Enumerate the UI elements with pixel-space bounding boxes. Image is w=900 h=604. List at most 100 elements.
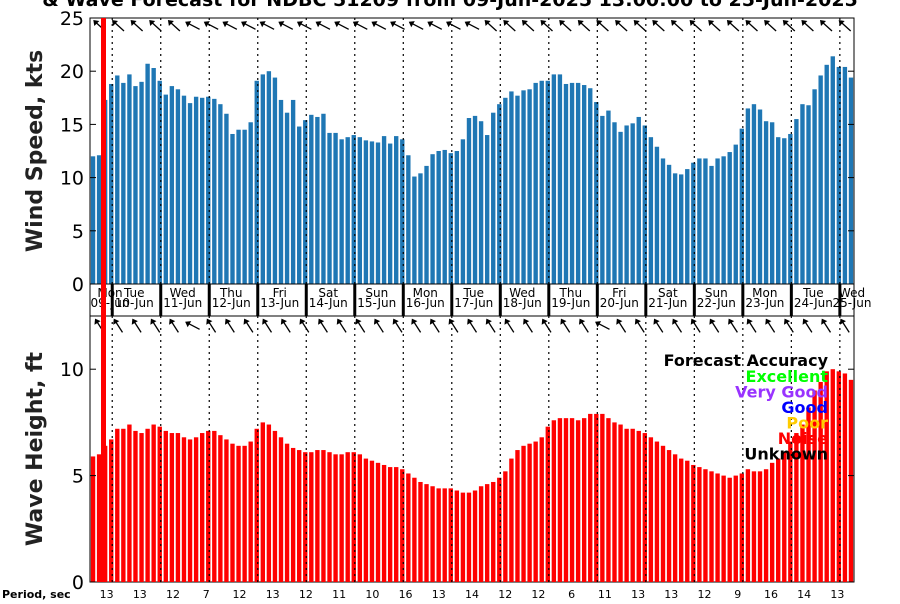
- direction-arrow: [169, 318, 179, 333]
- y-tick-label: 25: [60, 8, 84, 30]
- bar: [727, 152, 732, 284]
- bar: [782, 452, 787, 582]
- arrow-head: [411, 318, 418, 325]
- arrow-head: [149, 20, 156, 26]
- bar: [478, 121, 484, 285]
- period-value: 12: [698, 588, 712, 600]
- bar: [266, 424, 272, 582]
- bar: [824, 64, 829, 284]
- arrow-head: [167, 20, 174, 26]
- bar: [666, 164, 672, 284]
- bar: [503, 471, 508, 582]
- bar: [321, 450, 326, 582]
- direction-arrow: [690, 318, 701, 333]
- bar: [466, 118, 472, 285]
- period-value: 13: [664, 588, 678, 600]
- day-date-label: 24-Jun: [794, 296, 833, 310]
- bar: [406, 473, 411, 582]
- bar: [769, 462, 775, 582]
- direction-arrow: [485, 318, 496, 333]
- bar: [836, 66, 842, 284]
- arrow-head: [821, 318, 828, 325]
- day-name-label: Mon: [752, 286, 777, 300]
- bar: [309, 114, 314, 284]
- bar: [575, 82, 581, 285]
- bar: [721, 475, 726, 582]
- bar: [545, 80, 550, 284]
- day-name-label: Mon: [413, 286, 438, 300]
- bar: [193, 437, 199, 582]
- direction-arrow: [633, 20, 647, 32]
- legend-item-unknown: Unknown: [744, 445, 828, 464]
- bar: [327, 132, 332, 284]
- day-date-label: 18-Jun: [503, 296, 542, 310]
- bar: [115, 75, 120, 285]
- arrow-head: [408, 21, 415, 28]
- arrow-head: [541, 318, 548, 325]
- arrow-head: [446, 21, 453, 28]
- bar: [533, 441, 538, 582]
- bar: [763, 121, 769, 285]
- arrow-head: [131, 318, 138, 325]
- bar: [351, 452, 356, 582]
- bar: [315, 116, 320, 284]
- bar: [127, 424, 132, 582]
- legend-item-very-good: Very Good: [735, 383, 828, 402]
- bar: [436, 488, 441, 582]
- period-value: 13: [432, 588, 446, 600]
- direction-arrow: [185, 21, 200, 30]
- day-date-label: 09-Jun: [90, 296, 129, 310]
- bar: [660, 158, 666, 284]
- direction-arrow: [241, 21, 256, 30]
- y-tick-label: 0: [72, 274, 84, 296]
- arrow-head: [222, 21, 229, 28]
- bar: [800, 104, 805, 285]
- period-value: 12: [166, 588, 180, 600]
- arrow-head: [689, 20, 696, 26]
- bar: [727, 477, 732, 582]
- arrow-head: [615, 20, 622, 26]
- bar: [733, 144, 738, 284]
- arrow-head: [802, 318, 809, 325]
- bar: [588, 88, 593, 284]
- direction-arrow: [708, 20, 721, 32]
- wave-day-gridlines: [111, 316, 841, 582]
- bar: [163, 430, 168, 582]
- bar: [333, 132, 338, 284]
- bar: [139, 433, 144, 582]
- bar: [199, 433, 205, 582]
- bar: [545, 426, 550, 582]
- bar: [212, 98, 217, 284]
- bar: [575, 420, 581, 582]
- bar: [563, 83, 569, 284]
- bar: [460, 492, 466, 582]
- bar: [224, 113, 229, 284]
- bar: [624, 428, 629, 582]
- direction-arrow: [484, 20, 498, 32]
- bar: [218, 104, 223, 285]
- bar: [400, 469, 405, 582]
- bar: [406, 155, 411, 284]
- bar: [715, 473, 720, 582]
- direction-arrow: [392, 318, 403, 333]
- day-name-label: Tue: [802, 286, 824, 300]
- day-date-label: 19-Jun: [551, 296, 590, 310]
- direction-arrow: [112, 20, 125, 32]
- bar: [581, 85, 587, 284]
- y-tick-label: 20: [60, 61, 84, 83]
- arrow-head: [726, 20, 733, 26]
- bar: [254, 80, 259, 284]
- period-value: 13: [830, 588, 844, 600]
- direction-arrow: [113, 318, 124, 333]
- bar: [527, 443, 532, 582]
- bar: [600, 413, 605, 582]
- bar: [266, 71, 272, 284]
- bar: [830, 56, 835, 284]
- direction-arrow: [243, 318, 254, 333]
- wave-y-ticks: 0 5 10: [60, 359, 854, 594]
- period-label: Period, sec: [2, 588, 71, 600]
- bar: [745, 469, 751, 582]
- bar: [151, 424, 156, 582]
- direction-arrow: [802, 318, 813, 333]
